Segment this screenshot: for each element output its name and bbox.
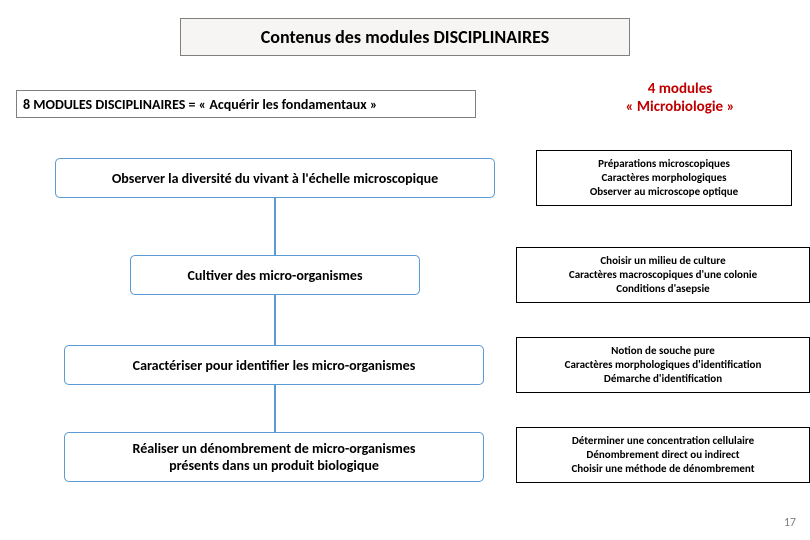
desc-line: Conditions d'asepsie — [616, 282, 709, 296]
module-desc: Déterminer une concentration cellulaire … — [516, 427, 810, 483]
desc-line: Préparations microscopiques — [598, 157, 730, 171]
module-label: Observer la diversité du vivant à l'éche… — [112, 170, 438, 187]
connector — [274, 198, 276, 255]
module-box: Caractériser pour identifier les micro-o… — [64, 345, 484, 385]
module-label: Réaliser un dénombrement de micro-organi… — [133, 440, 416, 474]
subtitle-left-text: 8 MODULES DISCIPLINAIRES = « Acquérir le… — [23, 96, 377, 113]
module-desc: Préparations microscopiques Caractères m… — [536, 150, 792, 206]
desc-line: Caractères macroscopiques d'une colonie — [569, 268, 757, 282]
module-desc: Choisir un milieu de culture Caractères … — [516, 247, 810, 303]
page-number: 17 — [784, 516, 796, 530]
desc-line: Choisir une méthode de dénombrement — [571, 462, 754, 476]
module-box: Cultiver des micro-organismes — [130, 255, 420, 295]
desc-line: Caractères morphologiques d'identificati… — [565, 358, 762, 372]
connector — [274, 385, 276, 432]
module-label: Cultiver des micro-organismes — [187, 267, 362, 284]
page-title-text: Contenus des modules DISCIPLINAIRES — [261, 26, 549, 48]
page-title: Contenus des modules DISCIPLINAIRES — [180, 18, 630, 56]
desc-line: Notion de souche pure — [611, 344, 715, 358]
subtitle-right-line1: 4 modules — [580, 80, 780, 98]
desc-line: Observer au microscope optique — [590, 185, 738, 199]
module-box: Observer la diversité du vivant à l'éche… — [55, 158, 495, 198]
desc-line: Déterminer une concentration cellulaire — [572, 434, 754, 448]
subtitle-left: 8 MODULES DISCIPLINAIRES = « Acquérir le… — [16, 90, 476, 118]
subtitle-right: 4 modules « Microbiologie » — [580, 80, 780, 116]
desc-line: Démarche d'identification — [604, 372, 722, 386]
desc-line: Caractères morphologiques — [601, 171, 726, 185]
module-box: Réaliser un dénombrement de micro-organi… — [64, 432, 484, 482]
desc-line: Dénombrement direct ou indirect — [586, 448, 739, 462]
module-desc: Notion de souche pure Caractères morphol… — [516, 337, 810, 393]
connector — [274, 295, 276, 345]
desc-line: Choisir un milieu de culture — [600, 254, 725, 268]
module-label: Caractériser pour identifier les micro-o… — [133, 357, 416, 374]
subtitle-right-line2: « Microbiologie » — [580, 98, 780, 116]
slide: Contenus des modules DISCIPLINAIRES 8 MO… — [0, 0, 810, 540]
